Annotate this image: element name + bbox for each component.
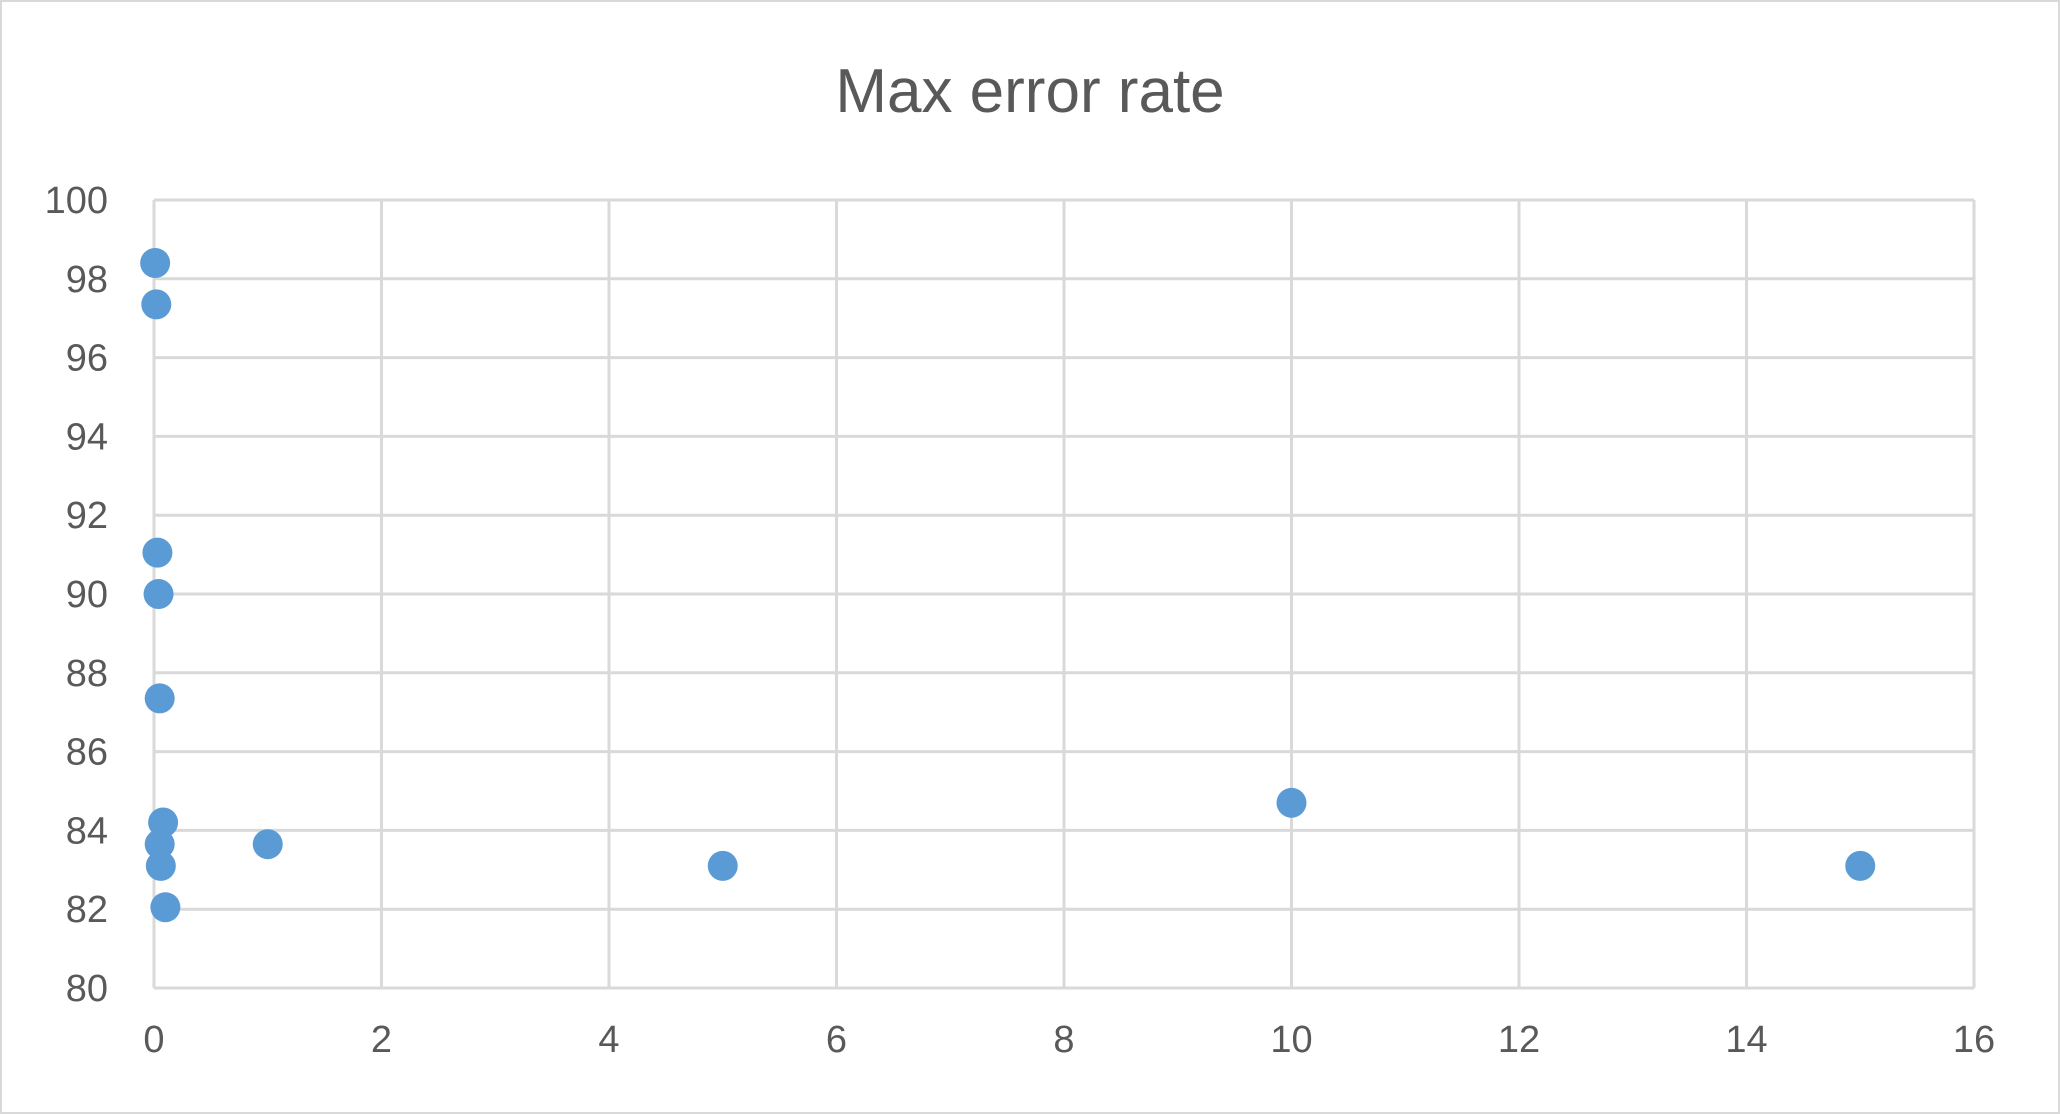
x-tick-label: 12 [1498,1019,1540,1061]
x-tick-label: 8 [1053,1019,1074,1061]
tick-labels: 80 82 84 86 88 90 92 94 96 98 100 0 2 4 6 8 10 12 14 16 [45,180,1996,1061]
y-tick-label: 80 [66,968,108,1010]
chart-title: Max error rate [835,57,1224,126]
x-tick-label: 2 [371,1019,392,1061]
data-point [144,829,175,860]
y-tick-label: 88 [66,653,108,695]
y-tick-label: 84 [66,810,108,852]
x-tick-label: 16 [1953,1019,1995,1061]
y-tick-label: 92 [66,495,108,537]
data-point [144,683,175,714]
data-point [150,892,181,923]
data-point [1845,850,1876,881]
data-point [143,579,174,609]
x-tick-label: 6 [826,1019,847,1061]
data-point [252,829,283,860]
data-points [140,248,1876,923]
x-tick-label: 10 [1270,1019,1312,1061]
data-point [142,537,173,568]
x-tick-label: 4 [598,1019,619,1061]
y-tick-label: 90 [66,574,108,616]
gridlines [152,198,1976,990]
data-point [141,289,172,320]
y-tick-label: 82 [66,889,108,931]
x-tick-label: 14 [1725,1019,1767,1061]
y-tick-label: 98 [66,259,108,301]
data-point [145,850,176,881]
data-point [140,248,171,279]
data-point [707,850,738,881]
y-tick-label: 86 [66,732,108,774]
y-tick-label: 96 [66,338,108,380]
y-tick-label: 100 [45,180,108,222]
data-point [1276,787,1307,818]
x-tick-label: 0 [143,1019,164,1061]
y-tick-label: 94 [66,416,108,458]
